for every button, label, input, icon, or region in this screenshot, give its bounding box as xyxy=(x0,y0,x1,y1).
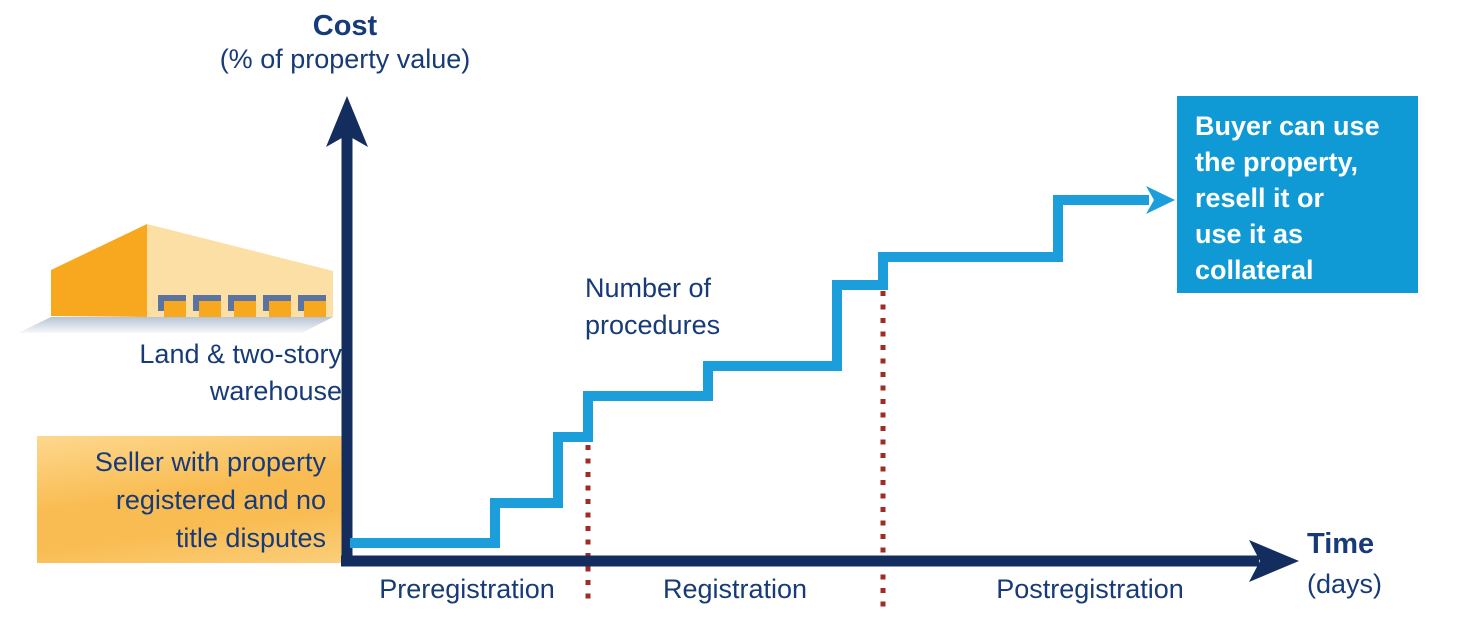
buyer-callout-text: Buyer can use the property, resell it or… xyxy=(1195,111,1380,285)
x-axis-title-main: Time xyxy=(1307,528,1375,560)
x-axis-title-sub: (days) xyxy=(1307,569,1383,599)
buyer-callout-box: Buyer can use the property, resell it or… xyxy=(1177,96,1418,293)
warehouse-caption: Land & two-story warehouse xyxy=(139,339,342,406)
phase-label-registration: Registration xyxy=(662,574,808,604)
y-axis-title: Cost (% of property value) xyxy=(145,10,545,76)
seller-callout-text: Seller with property registered and no t… xyxy=(94,447,326,553)
x-axis-title: Time (days) xyxy=(1307,524,1457,604)
y-axis-title-main: Cost xyxy=(312,10,378,42)
warehouse-doors xyxy=(158,295,326,317)
seller-callout-box: Seller with property registered and no t… xyxy=(37,436,342,563)
phase-label-postregistration: Postregistration xyxy=(996,574,1184,604)
step-line-label: Number of procedures xyxy=(585,273,721,340)
phase-label-preregistration: Preregistration xyxy=(379,574,555,604)
warehouse-icon xyxy=(18,224,333,333)
y-axis-title-sub: (% of property value) xyxy=(219,44,471,74)
